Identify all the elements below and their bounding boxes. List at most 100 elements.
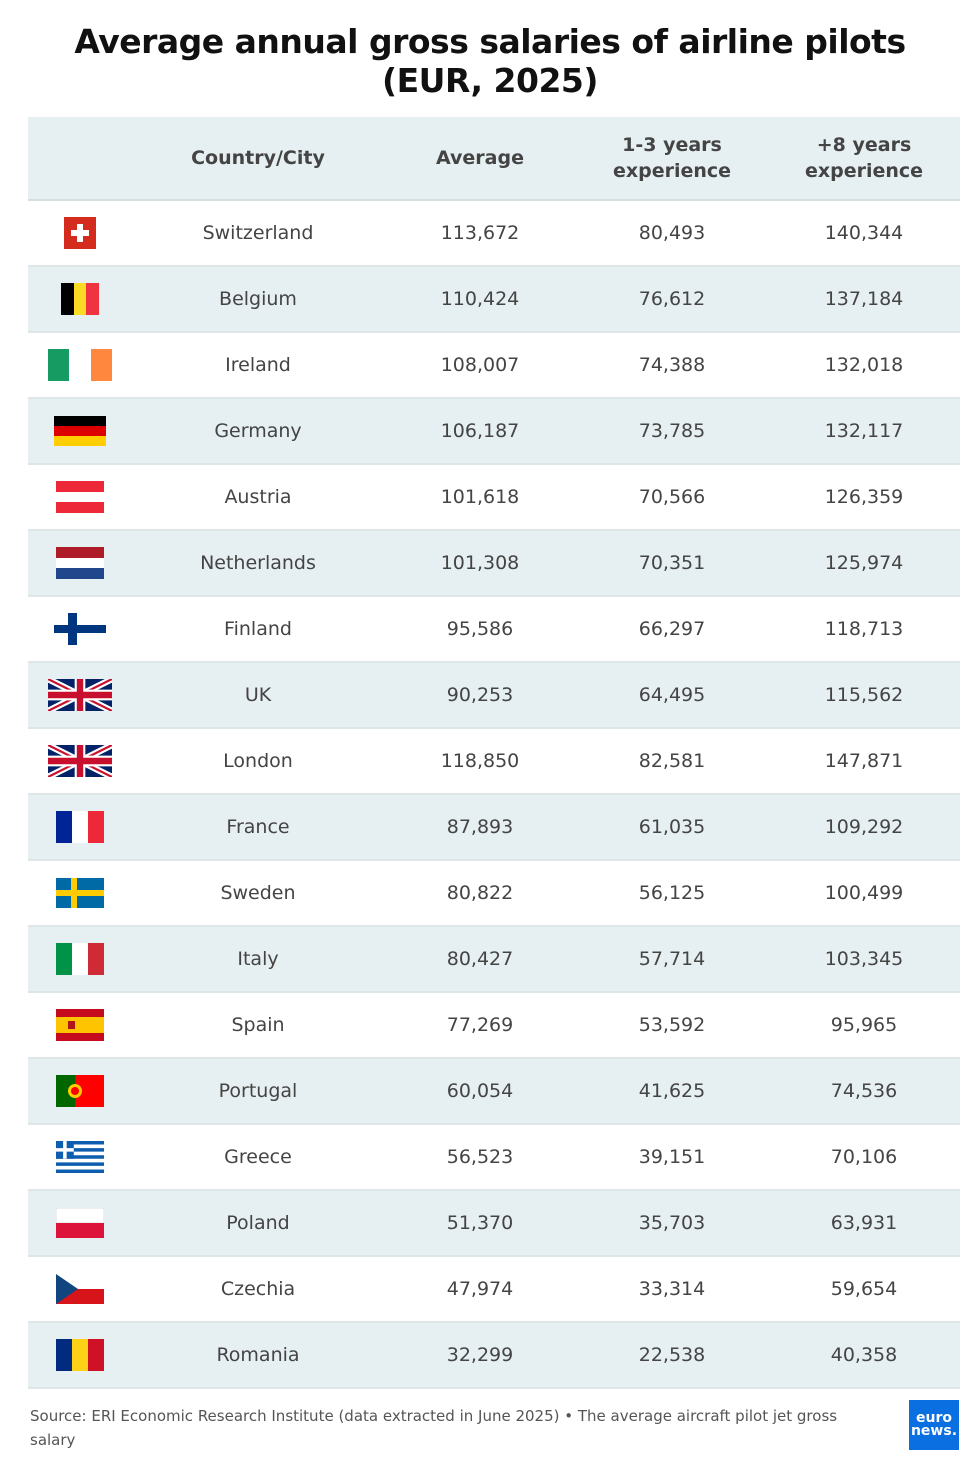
ireland-flag-icon bbox=[28, 349, 132, 381]
average-cell: 113,672 bbox=[440, 222, 520, 244]
country-cell: Germany bbox=[214, 420, 302, 442]
source-note: Source: ERI Economic Research Institute … bbox=[30, 1407, 838, 1449]
country-cell: Romania bbox=[216, 1344, 300, 1366]
country-cell: Ireland bbox=[225, 354, 291, 376]
country-cell: UK bbox=[244, 684, 272, 706]
table-row: Ireland 108,007 74,388 132,018 bbox=[28, 333, 960, 399]
8-years-cell: 59,654 bbox=[830, 1278, 898, 1300]
8-years-cell: 132,117 bbox=[824, 420, 904, 442]
country-cell: Czechia bbox=[220, 1278, 296, 1300]
average-cell: 118,850 bbox=[440, 750, 520, 772]
table-row: Italy 80,427 57,714 103,345 bbox=[28, 927, 960, 993]
average-cell: 60,054 bbox=[446, 1080, 514, 1102]
average-cell: 106,187 bbox=[440, 420, 520, 442]
table-row: London 118,850 82,581 147,871 bbox=[28, 729, 960, 795]
average-cell: 47,974 bbox=[446, 1278, 514, 1300]
average-cell: 77,269 bbox=[446, 1014, 514, 1036]
header-8-years-line2: experience bbox=[804, 160, 924, 182]
country-cell: Greece bbox=[224, 1146, 292, 1168]
average-cell: 51,370 bbox=[446, 1212, 514, 1234]
8-years-cell: 126,359 bbox=[824, 486, 904, 508]
country-cell: Italy bbox=[237, 948, 279, 970]
8-years-cell: 109,292 bbox=[824, 816, 904, 838]
1-3-years-cell: 80,493 bbox=[638, 222, 706, 244]
header-8-years-line1: +8 years bbox=[816, 134, 912, 156]
average-cell: 108,007 bbox=[440, 354, 520, 376]
country-cell: Spain bbox=[231, 1014, 285, 1036]
country-cell: Austria bbox=[224, 486, 292, 508]
euronews-logo: euro news. bbox=[909, 1400, 959, 1450]
table-row: Czechia 47,974 33,314 59,654 bbox=[28, 1257, 960, 1323]
average-cell: 80,822 bbox=[446, 882, 514, 904]
country-cell: Finland bbox=[224, 618, 292, 640]
portugal-flag-icon bbox=[28, 1075, 132, 1107]
chart-title: Average annual gross salaries of airline… bbox=[74, 22, 906, 100]
table-row: Romania 32,299 22,538 40,358 bbox=[28, 1323, 960, 1389]
table-row: UK 90,253 64,495 115,562 bbox=[28, 663, 960, 729]
austria-flag-icon bbox=[28, 481, 132, 513]
average-cell: 110,424 bbox=[440, 288, 520, 310]
8-years-cell: 74,536 bbox=[830, 1080, 898, 1102]
country-cell: Portugal bbox=[218, 1080, 298, 1102]
average-cell: 87,893 bbox=[446, 816, 514, 838]
finland-flag-icon bbox=[28, 613, 132, 645]
8-years-cell: 140,344 bbox=[824, 222, 904, 244]
header-8-years: +8 years experience bbox=[768, 132, 960, 184]
table-row: Austria 101,618 70,566 126,359 bbox=[28, 465, 960, 531]
1-3-years-cell: 70,351 bbox=[638, 552, 706, 574]
uk-flag-icon bbox=[28, 679, 132, 711]
header-1-3-years-line1: 1-3 years bbox=[622, 134, 722, 156]
1-3-years-cell: 64,495 bbox=[638, 684, 706, 706]
8-years-cell: 103,345 bbox=[824, 948, 904, 970]
table-row: Finland 95,586 66,297 118,713 bbox=[28, 597, 960, 663]
1-3-years-cell: 61,035 bbox=[638, 816, 706, 838]
1-3-years-cell: 66,297 bbox=[638, 618, 706, 640]
country-cell: Switzerland bbox=[202, 222, 314, 244]
table-row: Portugal 60,054 41,625 74,536 bbox=[28, 1059, 960, 1125]
1-3-years-cell: 22,538 bbox=[638, 1344, 706, 1366]
romania-flag-icon bbox=[28, 1339, 132, 1371]
header-1-3-years: 1-3 years experience bbox=[576, 132, 768, 184]
1-3-years-cell: 57,714 bbox=[638, 948, 706, 970]
table-row: Switzerland 113,672 80,493 140,344 bbox=[28, 201, 960, 267]
1-3-years-cell: 76,612 bbox=[638, 288, 706, 310]
poland-flag-icon bbox=[28, 1208, 132, 1238]
table-row: Belgium 110,424 76,612 137,184 bbox=[28, 267, 960, 333]
8-years-cell: 118,713 bbox=[824, 618, 904, 640]
1-3-years-cell: 56,125 bbox=[638, 882, 706, 904]
country-cell: Poland bbox=[226, 1212, 290, 1234]
country-cell: Belgium bbox=[219, 288, 297, 310]
greece-flag-icon bbox=[28, 1141, 132, 1173]
8-years-cell: 40,358 bbox=[830, 1344, 898, 1366]
logo-line2: news. bbox=[910, 1423, 958, 1439]
salary-table: Country/City Average 1-3 years experience… bbox=[28, 117, 960, 1389]
logo-line1: euro bbox=[916, 1410, 952, 1426]
table-header: Country/City Average 1-3 years experience… bbox=[28, 117, 960, 201]
1-3-years-cell: 35,703 bbox=[638, 1212, 706, 1234]
switzerland-flag-icon bbox=[28, 217, 132, 249]
1-3-years-cell: 73,785 bbox=[638, 420, 706, 442]
table-row: Poland 51,370 35,703 63,931 bbox=[28, 1191, 960, 1257]
france-flag-icon bbox=[28, 811, 132, 843]
country-cell: Netherlands bbox=[200, 552, 316, 574]
1-3-years-cell: 74,388 bbox=[638, 354, 706, 376]
8-years-cell: 63,931 bbox=[830, 1212, 898, 1234]
1-3-years-cell: 33,314 bbox=[638, 1278, 706, 1300]
italy-flag-icon bbox=[28, 943, 132, 975]
country-cell: France bbox=[226, 816, 290, 838]
1-3-years-cell: 41,625 bbox=[638, 1080, 706, 1102]
average-cell: 90,253 bbox=[446, 684, 514, 706]
netherlands-flag-icon bbox=[28, 547, 132, 579]
table-row: Netherlands 101,308 70,351 125,974 bbox=[28, 531, 960, 597]
spain-flag-icon bbox=[28, 1009, 132, 1041]
1-3-years-cell: 53,592 bbox=[638, 1014, 706, 1036]
header-country: Country/City bbox=[191, 147, 325, 169]
country-cell: London bbox=[223, 750, 293, 772]
czechia-flag-icon bbox=[28, 1274, 132, 1304]
table-row: Spain 77,269 53,592 95,965 bbox=[28, 993, 960, 1059]
average-cell: 101,308 bbox=[440, 552, 520, 574]
8-years-cell: 100,499 bbox=[824, 882, 904, 904]
average-cell: 101,618 bbox=[440, 486, 520, 508]
belgium-flag-icon bbox=[28, 283, 132, 315]
average-cell: 80,427 bbox=[446, 948, 514, 970]
